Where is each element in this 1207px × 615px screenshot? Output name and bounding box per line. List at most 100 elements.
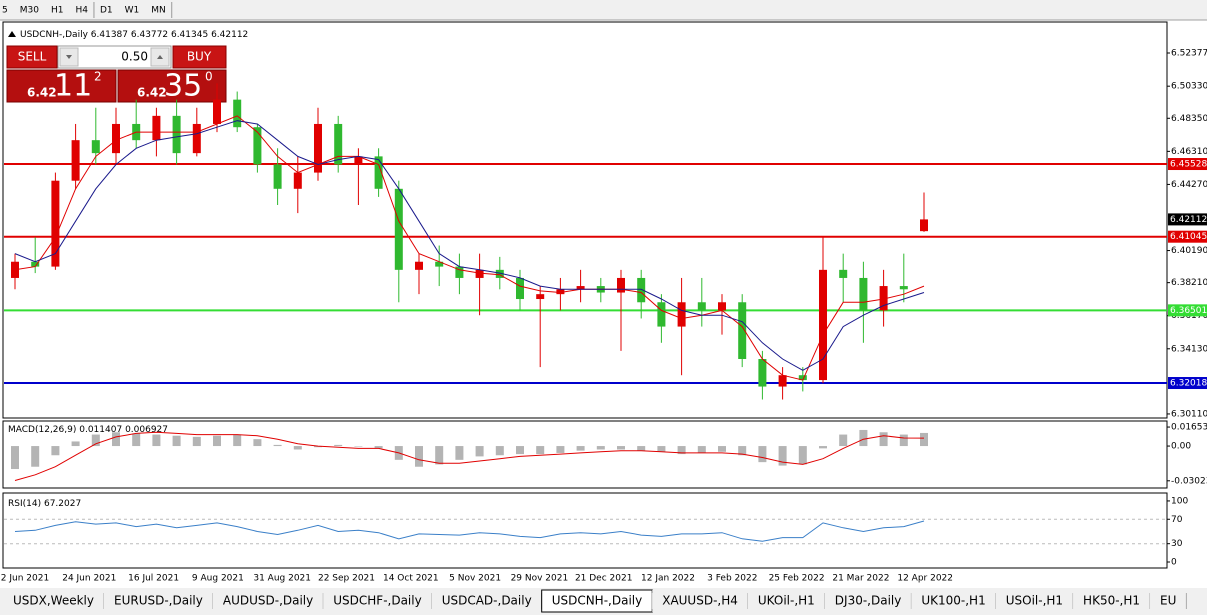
y-tick-label: 6.34130	[1171, 344, 1207, 354]
ask-pips: 35	[164, 69, 202, 104]
tab[interactable]	[1150, 590, 1187, 612]
tab[interactable]	[747, 590, 825, 612]
y-tick-label: 30	[1171, 539, 1183, 549]
macd-bar	[677, 446, 686, 455]
tab[interactable]	[212, 590, 324, 612]
macd-bar	[273, 444, 282, 447]
macd-bar	[192, 436, 201, 447]
candle-body	[617, 277, 625, 293]
timeframe-button[interactable]: M30	[20, 6, 39, 16]
macd-bar	[253, 439, 262, 447]
candle-body	[778, 375, 787, 387]
x-tick-label: 14 Oct 2021	[383, 574, 439, 584]
bid-box[interactable]	[6, 69, 117, 103]
tab[interactable]	[911, 590, 996, 612]
candle-body	[859, 277, 868, 311]
macd-bar	[920, 432, 928, 447]
macd-bar	[637, 446, 646, 451]
tab[interactable]	[104, 590, 213, 612]
timeframe-button[interactable]: H4	[75, 6, 88, 16]
high: 6.43772	[131, 30, 168, 40]
candle-body	[51, 180, 60, 267]
sell-label: SELL	[18, 50, 47, 64]
macd-bar	[798, 446, 807, 465]
candle-body	[576, 286, 585, 290]
macd-bar	[718, 446, 726, 452]
macd-panel	[2, 420, 1168, 489]
candle-body	[637, 277, 646, 303]
candle-body	[455, 266, 464, 278]
candle-body	[718, 302, 726, 311]
tab-label: AUDUSD-,Daily	[223, 594, 313, 608]
sell-button[interactable]	[6, 45, 58, 69]
tab[interactable]	[1073, 590, 1151, 612]
collapse-icon[interactable]	[8, 31, 16, 37]
macd-bar	[576, 446, 585, 451]
macd-bar	[334, 444, 343, 447]
candle-body	[394, 188, 403, 270]
trade-panel: SELL 0.50 BUY 6.42 11 2 6.42 35 0	[6, 45, 227, 104]
level-tag	[1168, 304, 1207, 317]
tab[interactable]	[3, 590, 104, 612]
tab[interactable]	[431, 590, 542, 612]
timeframe-button[interactable]: MN	[151, 6, 166, 16]
tab-label: USOil-,H1	[1006, 594, 1063, 608]
macd-bar	[495, 446, 504, 456]
timeframe-button[interactable]: W1	[125, 6, 140, 16]
timeframe-bar: 5 M30 H1 H4 D1 W1 MN	[2, 2, 173, 18]
candle-body	[112, 123, 120, 154]
candle-body	[657, 302, 666, 327]
candle-body	[697, 302, 706, 311]
timeframe-button[interactable]: D1	[100, 6, 113, 16]
macd-bar	[132, 433, 141, 447]
tab-label: EU	[1160, 594, 1176, 608]
x-tick-label: 21 Dec 2021	[575, 574, 633, 584]
candle-body	[516, 277, 524, 300]
candle-body	[475, 269, 484, 278]
y-tick-label: 100	[1171, 496, 1188, 506]
candle-body	[11, 261, 19, 278]
tab[interactable]	[652, 590, 748, 612]
tab-label: EURUSD-,Daily	[114, 594, 203, 608]
tab[interactable]	[323, 590, 432, 612]
symbol: USDCNH-,Daily	[20, 30, 89, 40]
candle-body	[435, 261, 444, 267]
macd-bar	[697, 446, 706, 453]
x-tick-label: 5 Nov 2021	[449, 574, 501, 584]
candle-body	[839, 269, 848, 278]
x-tick-label: 24 Jun 2021	[62, 574, 116, 584]
y-tick-label: 6.48350	[1171, 114, 1207, 124]
y-tick-label: 6.50330	[1171, 82, 1207, 92]
macd-bar	[778, 446, 787, 466]
macd-bar	[71, 441, 80, 447]
y-tick-label: 6.30110	[1171, 409, 1207, 419]
tab-label: HK50-,H1	[1083, 594, 1140, 608]
tab[interactable]	[995, 590, 1074, 612]
macd-bar	[435, 446, 444, 465]
macd-bar	[112, 432, 120, 447]
tab[interactable]	[824, 590, 912, 612]
candle-body	[71, 140, 80, 181]
candle-body	[819, 269, 827, 381]
candle-body	[374, 156, 383, 189]
buy-button[interactable]	[172, 45, 227, 69]
candle-body	[253, 127, 262, 165]
macd-bar	[596, 446, 605, 450]
close: 6.42112	[211, 30, 248, 40]
macd-bar	[213, 435, 221, 447]
lot-box[interactable]	[57, 45, 172, 69]
rsi-title: RSI(14) 67.2027	[8, 499, 81, 509]
macd-bar	[657, 446, 666, 452]
x-tick-label: 3 Feb 2022	[707, 574, 757, 584]
macd-signal: 0.006927	[125, 425, 168, 435]
timeframe-button[interactable]: 5	[2, 6, 8, 16]
level-tag	[1168, 377, 1207, 390]
x-tick-label: 12 Jan 2022	[641, 574, 695, 584]
x-tick-label: 16 Jul 2021	[128, 574, 179, 584]
macd-bar	[455, 446, 464, 460]
ask-box[interactable]	[117, 69, 227, 103]
y-tick-label: 0.01653	[1171, 423, 1207, 433]
y-tick-label: 70	[1171, 515, 1183, 525]
timeframe-button[interactable]: H1	[51, 6, 64, 16]
